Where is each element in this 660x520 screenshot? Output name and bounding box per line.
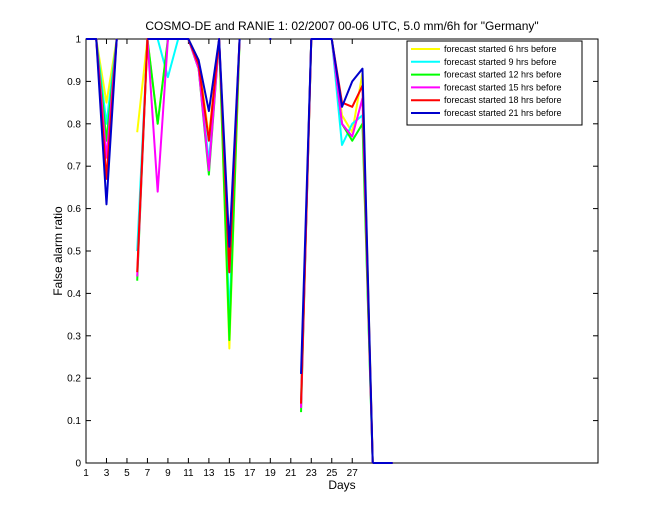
series-segment	[86, 38, 118, 206]
x-axis-ticks: 1 3 5 7 9 11 13 15 17 19 21 23 25 27	[83, 39, 358, 479]
x-tick-label: 3	[104, 468, 110, 479]
x-tick-label: 11	[183, 468, 194, 479]
x-tick-label: 27	[347, 468, 359, 479]
chart-title: COSMO-DE and RANIE 1: 02/2007 00-06 UTC,…	[145, 19, 538, 33]
x-tick-label: 13	[203, 468, 215, 479]
y-tick-label: 0.3	[67, 331, 81, 342]
y-axis-ticks: 0 0.1 0.2 0.3 0.4 0.5 0.6 0.7 0.8 0.9 1	[67, 35, 598, 470]
series-point	[269, 38, 272, 40]
y-tick-label: 0.2	[67, 374, 81, 385]
x-tick-label: 25	[326, 468, 338, 479]
y-tick-label: 0.5	[67, 247, 81, 258]
x-tick-label: 15	[224, 468, 236, 479]
y-tick-label: 1	[75, 35, 81, 46]
series-line	[86, 38, 393, 464]
legend-label: forecast started 12 hrs before	[444, 70, 562, 80]
y-tick-label: 0	[75, 459, 81, 470]
x-tick-label: 17	[244, 468, 256, 479]
y-axis-label: False alarm ratio	[51, 206, 65, 296]
y-tick-label: 0.4	[67, 289, 81, 300]
x-tick-label: 9	[165, 468, 171, 479]
y-tick-label: 0.8	[67, 119, 81, 130]
y-tick-label: 0.7	[67, 162, 81, 173]
x-tick-label: 1	[83, 468, 89, 479]
x-tick-label: 19	[265, 468, 277, 479]
y-tick-label: 0.6	[67, 204, 81, 215]
x-tick-label: 23	[306, 468, 318, 479]
series-lines	[86, 38, 393, 464]
x-tick-label: 21	[285, 468, 297, 479]
legend-label: forecast started 18 hrs before	[444, 95, 562, 105]
legend: forecast started 6 hrs before forecast st…	[406, 40, 583, 126]
y-tick-label: 0.1	[67, 416, 81, 427]
legend-label: forecast started 15 hrs before	[444, 82, 562, 92]
legend-label: forecast started 6 hrs before	[444, 44, 557, 54]
x-tick-label: 7	[145, 468, 151, 479]
x-axis-label: Days	[328, 478, 355, 492]
series-segment	[300, 38, 374, 464]
legend-label: forecast started 21 hrs before	[444, 108, 562, 118]
y-tick-label: 0.9	[67, 77, 81, 88]
legend-label: forecast started 9 hrs before	[444, 57, 557, 67]
series-segment	[147, 38, 241, 248]
legend-box	[406, 40, 583, 126]
x-tick-label: 5	[124, 468, 130, 479]
